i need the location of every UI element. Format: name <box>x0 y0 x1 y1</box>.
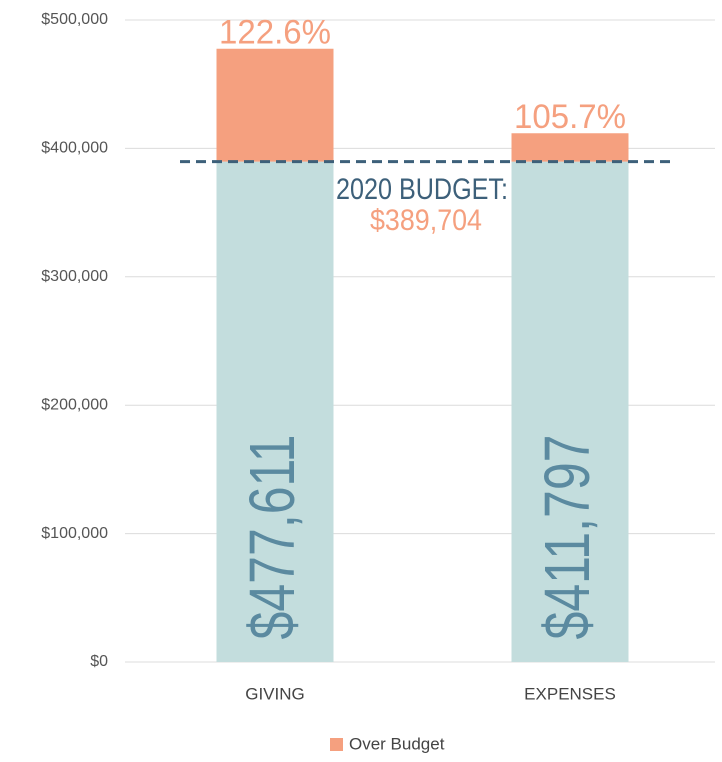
budget-label: 2020 BUDGET: <box>336 173 508 206</box>
y-tick-label: $0 <box>90 653 108 670</box>
y-tick-label: $500,000 <box>41 11 108 28</box>
budget-value: $389,704 <box>370 204 482 237</box>
legend-swatch <box>330 738 343 751</box>
y-tick-label: $200,000 <box>41 396 108 413</box>
bar-segment <box>216 161 334 663</box>
bar-segment <box>511 161 629 663</box>
bar-segment <box>216 48 334 162</box>
percent-label: 105.7% <box>514 98 626 136</box>
y-tick-label: $300,000 <box>41 268 108 285</box>
bar-segment <box>511 133 629 162</box>
y-tick-label: $400,000 <box>41 140 108 157</box>
x-tick-label: EXPENSES <box>524 684 616 703</box>
bar-label: $411,797 <box>531 435 603 640</box>
y-tick-label: $100,000 <box>41 525 108 542</box>
percent-label: 122.6% <box>219 14 331 52</box>
bar-label: $477,611 <box>236 435 308 640</box>
x-tick-label: GIVING <box>245 684 305 703</box>
legend-label: Over Budget <box>349 734 445 753</box>
